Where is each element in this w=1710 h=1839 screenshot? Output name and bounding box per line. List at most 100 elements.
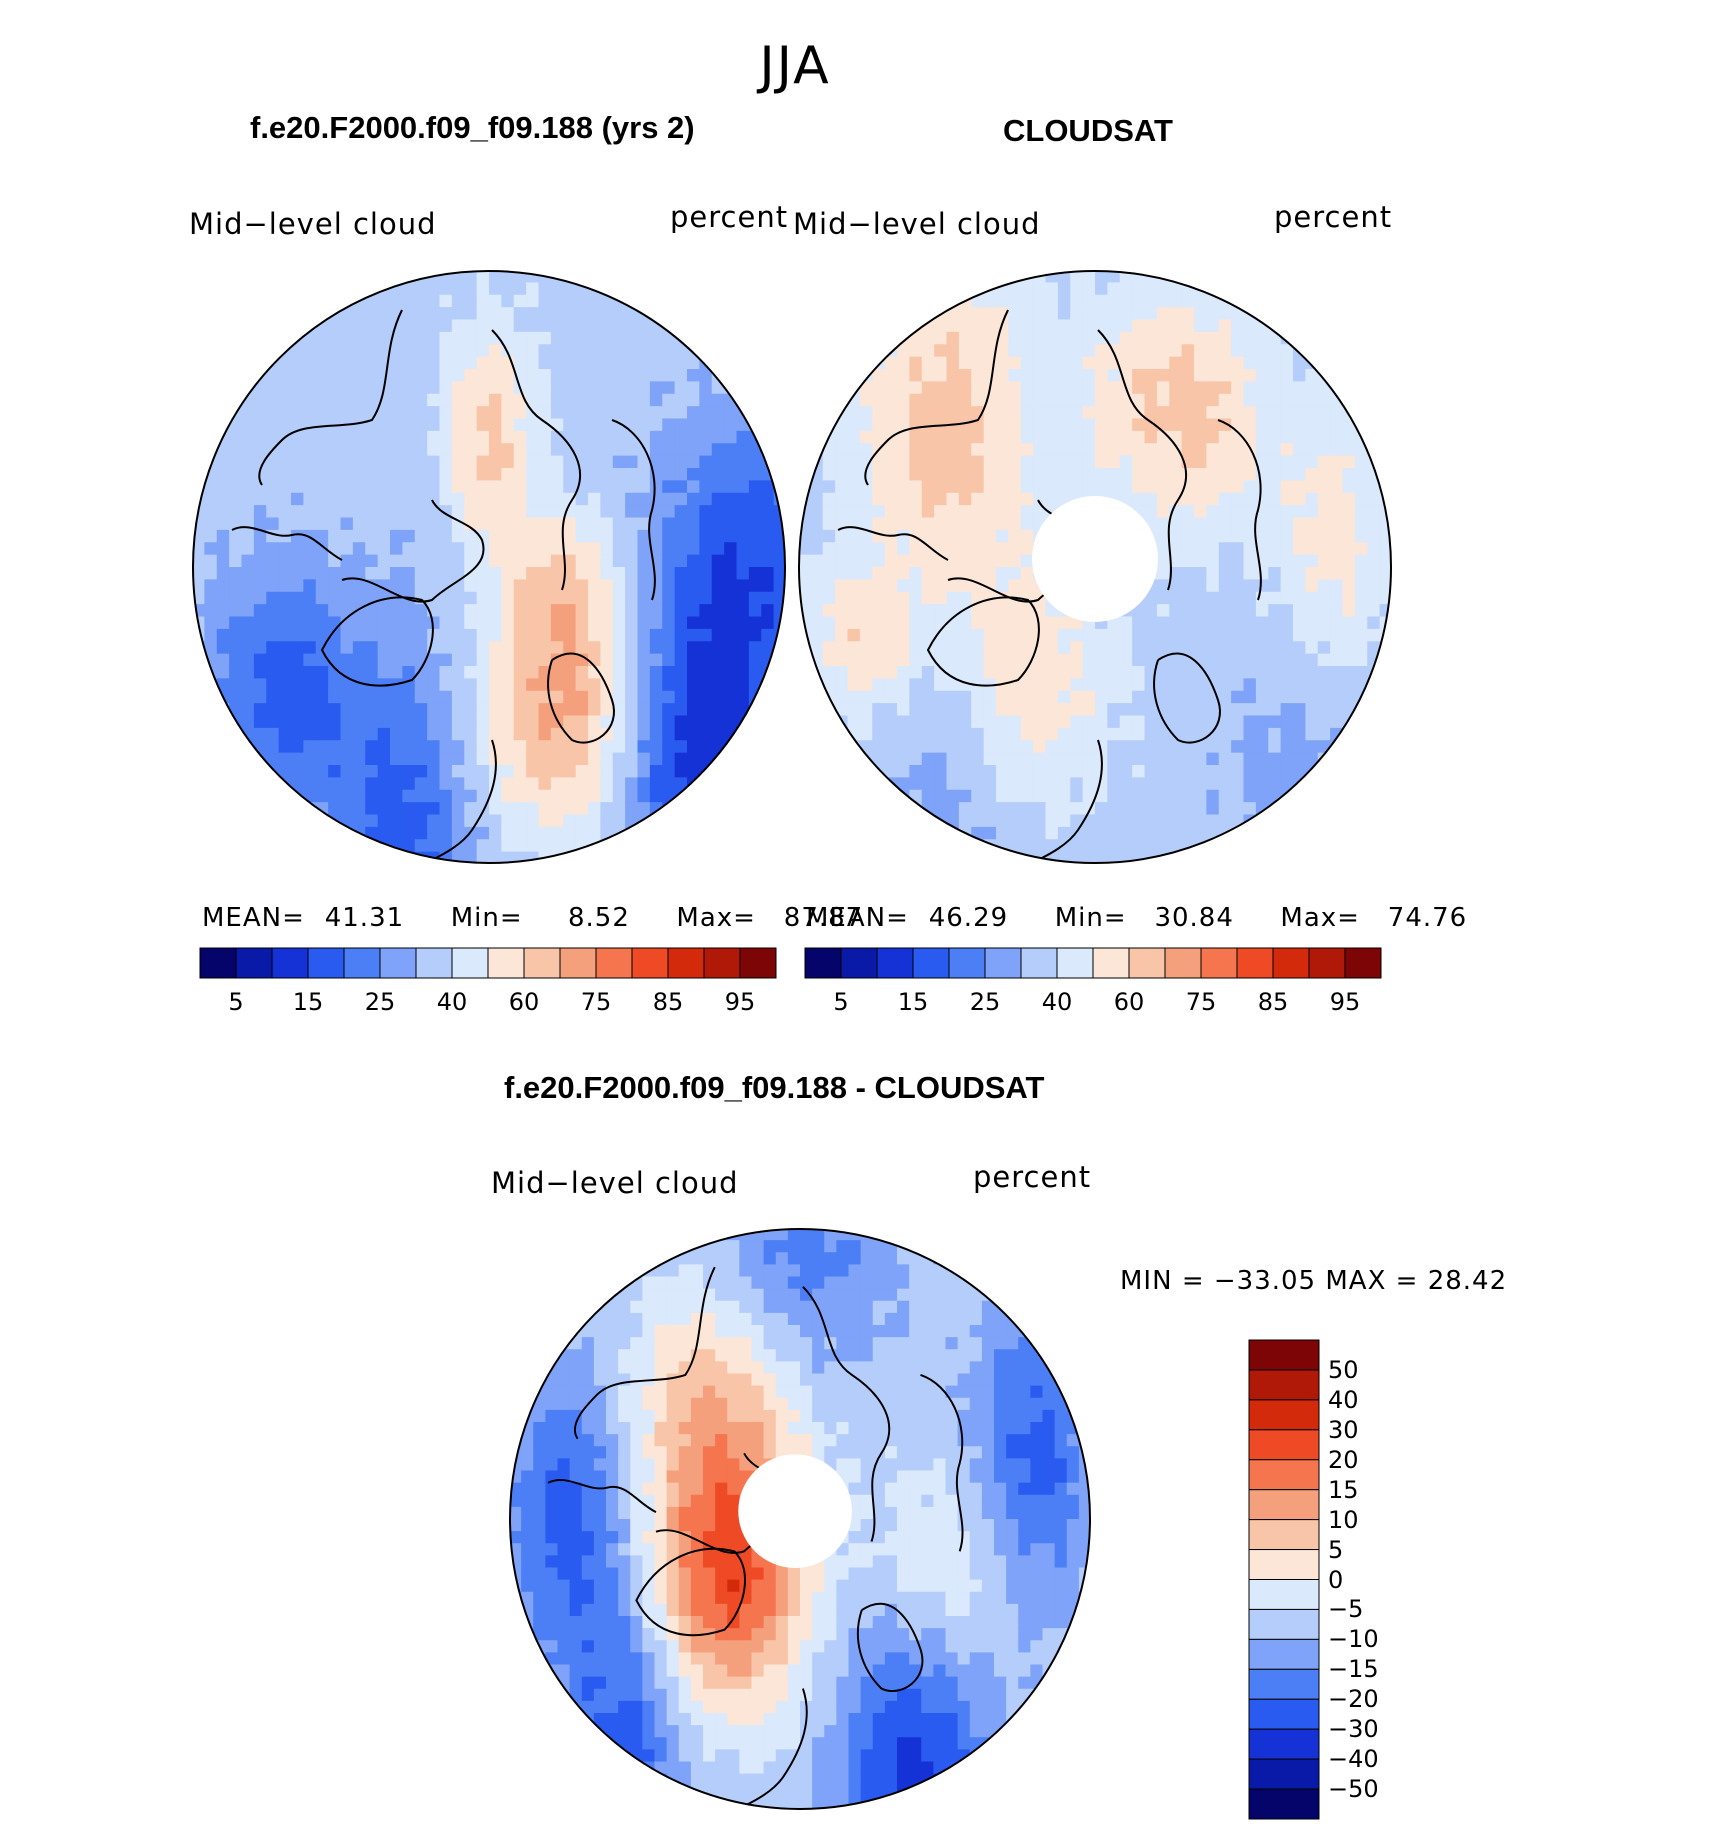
map-cell xyxy=(699,567,713,580)
map-cell xyxy=(439,369,453,382)
map-cell xyxy=(204,727,218,741)
map-cell xyxy=(533,1531,546,1544)
map-cell xyxy=(513,703,527,717)
map-cell xyxy=(538,591,552,605)
map-cell xyxy=(1218,628,1232,642)
map-cell xyxy=(884,505,898,519)
map-cell xyxy=(328,567,342,580)
map-cell xyxy=(649,418,663,432)
map-cell xyxy=(451,369,465,382)
map-cell xyxy=(390,418,403,432)
map-cell xyxy=(402,579,416,593)
map-cell xyxy=(1181,331,1195,345)
map-cell xyxy=(1255,271,1269,283)
map-cell xyxy=(328,765,342,778)
map-cell xyxy=(1305,579,1319,593)
map-cell xyxy=(193,381,205,395)
map-cell xyxy=(674,653,688,667)
map-cell xyxy=(1119,777,1133,791)
map-cell xyxy=(662,294,676,308)
map-cell xyxy=(414,690,428,704)
map-cell xyxy=(241,567,255,580)
map-cell xyxy=(588,802,601,816)
map-cell xyxy=(637,381,651,395)
map-cell xyxy=(563,529,577,543)
map-cell xyxy=(533,1737,546,1750)
map-cell xyxy=(1045,641,1059,655)
map-cell xyxy=(872,430,886,444)
map-cell xyxy=(946,802,960,816)
map-cell xyxy=(557,1785,571,1799)
map-cell xyxy=(600,814,614,828)
map-cell xyxy=(340,271,354,283)
map-cell xyxy=(711,616,725,630)
coastline xyxy=(1153,652,1221,744)
map-cell xyxy=(510,1737,522,1750)
map-cell xyxy=(1293,480,1306,494)
map-cell xyxy=(216,752,230,766)
map-cell xyxy=(1082,678,1096,692)
map-cell xyxy=(810,567,824,580)
map-cell xyxy=(649,381,663,395)
map-cell xyxy=(569,1409,583,1423)
map-cell xyxy=(1095,406,1108,420)
map-cell xyxy=(1008,393,1022,407)
map-cell xyxy=(748,579,762,593)
map-cell xyxy=(439,740,453,754)
map-cell xyxy=(315,666,329,679)
map-cell xyxy=(946,542,960,556)
map-cell xyxy=(1033,653,1047,667)
map-cell xyxy=(1317,703,1331,717)
map-cell xyxy=(612,777,626,791)
map-cell xyxy=(557,1700,571,1714)
map-cell xyxy=(1156,789,1170,803)
map-cell xyxy=(291,319,304,333)
map-cell xyxy=(563,777,577,791)
map-cell xyxy=(328,344,342,358)
map-cell xyxy=(1280,319,1294,333)
map-cell xyxy=(563,653,577,667)
map-cell xyxy=(799,579,811,593)
map-cell xyxy=(563,393,577,407)
map-cell xyxy=(1057,319,1071,333)
map-cell xyxy=(946,393,960,407)
map-cell xyxy=(513,653,527,667)
map-cell xyxy=(557,1713,571,1726)
map-cell xyxy=(439,480,453,494)
map-cell xyxy=(204,294,218,308)
map-cell xyxy=(649,344,663,358)
map-cell xyxy=(476,369,490,382)
map-cell xyxy=(822,529,836,543)
map-cell xyxy=(971,641,985,655)
map-cell xyxy=(1119,802,1133,816)
map-cell xyxy=(736,505,750,519)
map-cell xyxy=(822,715,836,729)
colorbar-tick-label: 5 xyxy=(228,988,244,1016)
map-cell xyxy=(1379,567,1391,580)
map-cell xyxy=(557,1446,571,1459)
map-cell xyxy=(921,505,935,519)
map-cell xyxy=(1243,344,1257,358)
map-cell xyxy=(545,1737,559,1750)
map-cell xyxy=(315,616,329,630)
map-cell xyxy=(835,802,849,816)
map-cell xyxy=(711,480,725,494)
map-cell xyxy=(1194,591,1207,605)
map-cell xyxy=(724,331,738,345)
map-cell xyxy=(674,826,688,840)
map-cell xyxy=(773,653,785,667)
map-cell xyxy=(674,616,688,630)
map-cell xyxy=(835,393,849,407)
map-cell xyxy=(711,282,725,296)
map-cell xyxy=(872,740,886,754)
map-cell xyxy=(859,653,873,667)
map-cell xyxy=(897,802,910,816)
map-cell xyxy=(1095,715,1108,729)
map-cell xyxy=(1082,666,1096,679)
map-cell xyxy=(1367,826,1381,840)
map-cell xyxy=(1305,418,1319,432)
map-cell xyxy=(1194,814,1207,828)
map-cell xyxy=(476,517,490,531)
map-cell xyxy=(588,740,601,754)
map-cell xyxy=(563,666,577,679)
